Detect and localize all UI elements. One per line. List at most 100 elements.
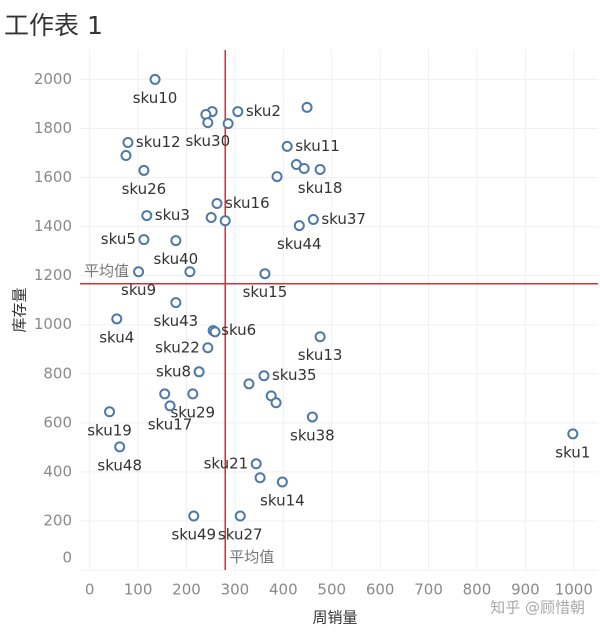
point-label: sku9 [121, 281, 156, 299]
point [141, 210, 153, 222]
point [202, 342, 214, 354]
point [567, 428, 579, 440]
point [298, 162, 310, 174]
point [232, 106, 244, 118]
point-label: sku14 [260, 491, 305, 509]
point [193, 366, 205, 378]
point [293, 220, 305, 232]
point [138, 164, 150, 176]
x-tick-label: 800 [463, 581, 492, 599]
point-label: sku11 [295, 137, 340, 155]
reference-label: 平均值 [229, 548, 274, 566]
y-tick-label: 1600 [34, 168, 72, 186]
y-tick-label: 1800 [34, 119, 72, 137]
point-label: sku13 [298, 346, 343, 364]
y-tick-label: 600 [43, 413, 72, 431]
y-tick-label: 1200 [34, 266, 72, 284]
x-tick-label: 500 [317, 581, 346, 599]
point [114, 441, 126, 453]
y-tick-label: 200 [43, 511, 72, 529]
x-tick-label: 0 [85, 581, 95, 599]
reference-label: 平均值 [84, 262, 129, 280]
point-label: sku5 [101, 230, 136, 248]
point [170, 235, 182, 247]
y-tick-label: 2000 [34, 70, 72, 88]
point-label: sku48 [97, 456, 142, 474]
point-label: sku35 [272, 366, 317, 384]
point [184, 266, 196, 278]
x-tick-label: 600 [366, 581, 395, 599]
x-axis-label: 周销量 [312, 609, 357, 627]
point-label: sku29 [170, 403, 215, 421]
point [306, 411, 318, 423]
x-tick-label: 400 [269, 581, 298, 599]
point-label: sku40 [154, 250, 199, 268]
point-label: sku4 [99, 328, 134, 346]
point-label: sku22 [155, 338, 200, 356]
point-label: sku17 [148, 415, 193, 433]
point [122, 136, 134, 148]
point [281, 140, 293, 152]
point [211, 198, 223, 210]
point-label: sku8 [156, 362, 191, 380]
point [164, 400, 176, 412]
point-label: sku44 [277, 235, 322, 253]
point [258, 370, 270, 382]
y-tick-label: 1000 [34, 315, 72, 333]
point [222, 118, 234, 130]
point-label: sku6 [221, 321, 256, 339]
point-label: sku10 [133, 89, 178, 107]
point-label: sku26 [122, 180, 167, 198]
point [138, 234, 150, 246]
point [170, 297, 182, 309]
point [314, 163, 326, 175]
point-label: sku3 [155, 206, 190, 224]
x-tick-label: 900 [511, 581, 540, 599]
point [159, 388, 171, 400]
point [187, 388, 199, 400]
x-tick-label: 100 [124, 581, 153, 599]
chart-title: 工作表 1 [4, 11, 103, 40]
point [250, 458, 262, 470]
point [205, 212, 217, 224]
point [104, 406, 116, 418]
point [120, 149, 132, 161]
point [259, 268, 271, 280]
point [271, 171, 283, 183]
point [209, 326, 221, 338]
y-tick-label: 800 [43, 364, 72, 382]
point [188, 510, 200, 522]
y-axis-label: 库存量 [11, 287, 29, 332]
point [276, 476, 288, 488]
y-tick-label: 1400 [34, 217, 72, 235]
point-label: sku16 [225, 194, 270, 212]
point [111, 313, 123, 325]
point [219, 215, 231, 227]
point-label: sku37 [321, 210, 366, 228]
point-label: sku12 [136, 133, 181, 151]
point [133, 266, 145, 278]
point-label: sku2 [246, 102, 281, 120]
point-label: sku15 [243, 283, 288, 301]
x-tick-label: 200 [172, 581, 201, 599]
point-label: sku49 [171, 526, 216, 544]
point [307, 213, 319, 225]
point-label: sku30 [185, 132, 230, 150]
x-tick-label: 700 [414, 581, 443, 599]
x-tick-label: 1000 [555, 581, 593, 599]
point [234, 510, 246, 522]
point-label: sku43 [154, 312, 199, 330]
point [254, 472, 266, 484]
point-label: sku21 [204, 454, 249, 472]
watermark: 知乎 @顾惜朝 [490, 599, 585, 617]
point [149, 73, 161, 85]
point-label: sku1 [555, 443, 590, 461]
point-label: sku19 [87, 421, 132, 439]
x-tick-label: 300 [221, 581, 250, 599]
point [243, 378, 255, 390]
point [270, 397, 282, 409]
point [301, 101, 313, 113]
point-label: sku38 [290, 426, 335, 444]
point-label: sku18 [298, 179, 343, 197]
